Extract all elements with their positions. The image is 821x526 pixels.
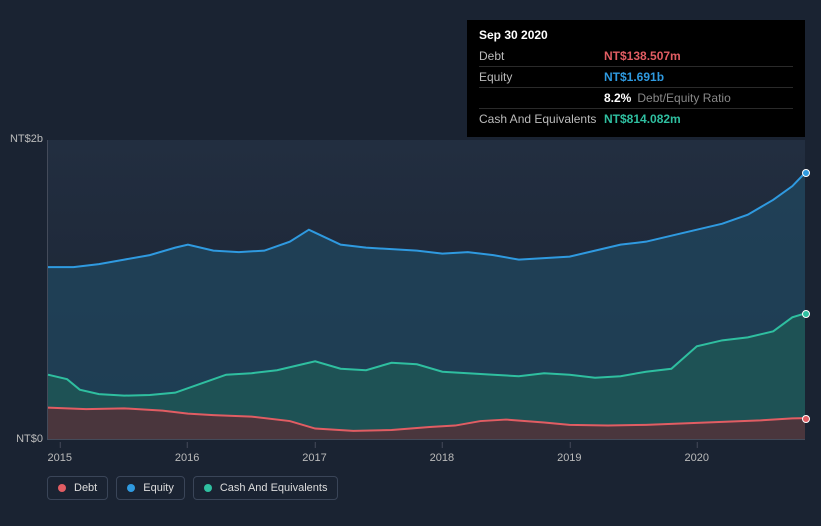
tooltip-row-label: Cash And Equivalents [479,112,604,126]
tooltip-row: EquityNT$1.691b [479,66,793,87]
tooltip-ratio-label: Debt/Equity Ratio [637,91,730,105]
legend-label: Debt [74,482,97,494]
chart-plot-area[interactable] [47,140,805,440]
legend-item[interactable]: Debt [47,476,108,500]
series-end-dot [802,169,810,177]
legend-item[interactable]: Equity [116,476,185,500]
chart-tooltip: Sep 30 2020 DebtNT$138.507mEquityNT$1.69… [467,20,805,137]
x-axis-label: 2015 [47,442,71,464]
x-axis-label: 2019 [557,442,581,464]
legend-label: Cash And Equivalents [220,482,328,494]
tooltip-row: Cash And EquivalentsNT$814.082m [479,108,793,129]
x-axis-label: 2020 [684,442,708,464]
tooltip-row-value: 8.2%Debt/Equity Ratio [604,91,731,105]
y-axis-label: NT$2b [10,133,43,145]
legend-item[interactable]: Cash And Equivalents [193,476,339,500]
chart-legend: Debt Equity Cash And Equivalents [47,476,338,500]
y-axis-label: NT$0 [16,433,43,445]
legend-dot-icon [58,484,66,492]
legend-dot-icon [204,484,212,492]
series-end-dot [802,310,810,318]
x-axis-label: 2018 [430,442,454,464]
tooltip-row-value: NT$814.082m [604,112,681,126]
tooltip-date: Sep 30 2020 [479,28,793,46]
tooltip-row-value: NT$1.691b [604,70,664,84]
legend-dot-icon [127,484,135,492]
tooltip-row-label [479,91,604,105]
tooltip-row-label: Equity [479,70,604,84]
x-axis: 2015 2016 2017 2018 2019 2020 [47,442,805,470]
tooltip-row-label: Debt [479,49,604,63]
x-axis-label: 2016 [175,442,199,464]
chart-container: 2015 2016 2017 2018 2019 2020 Debt Equity Cash … [17,120,809,514]
tooltip-row: DebtNT$138.507m [479,46,793,66]
series-end-dot [802,415,810,423]
legend-label: Equity [143,482,174,494]
tooltip-row: 8.2%Debt/Equity Ratio [479,87,793,108]
tooltip-row-value: NT$138.507m [604,49,681,63]
chart-svg [48,140,805,439]
x-axis-label: 2017 [302,442,326,464]
